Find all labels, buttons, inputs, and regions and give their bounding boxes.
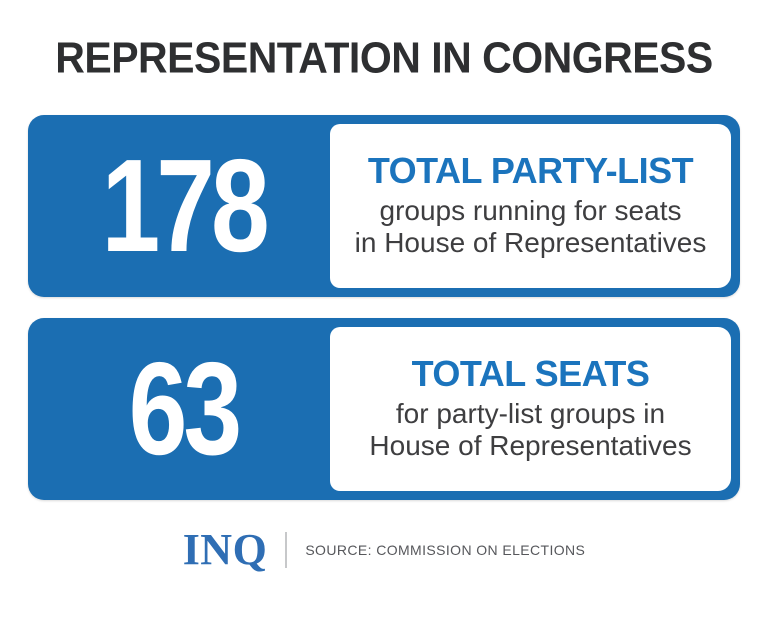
stat-card-total-seats: 63 TOTAL SEATS for party-list groups in … — [28, 318, 740, 501]
footer: INQ SOURCE: COMMISSION ON ELECTIONS — [0, 528, 768, 572]
stat-heading: TOTAL SEATS — [411, 353, 650, 395]
stat-heading: TOTAL PARTY-LIST — [367, 150, 694, 192]
stat-panel: TOTAL PARTY-LIST groups running for seat… — [330, 124, 731, 289]
stat-card-party-list: 178 TOTAL PARTY-LIST groups running for … — [28, 115, 740, 298]
footer-divider — [285, 532, 288, 569]
stat-value: 63 — [128, 335, 242, 483]
stat-cards-container: 178 TOTAL PARTY-LIST groups running for … — [28, 115, 740, 501]
stat-value: 178 — [101, 132, 269, 280]
stat-description-line2: in House of Representatives — [354, 227, 707, 259]
page-title: REPRESENTATION IN CONGRESS — [55, 32, 713, 83]
stat-description: groups running for seats in House of Rep… — [355, 195, 707, 260]
inq-logo: INQ — [182, 525, 268, 575]
stat-description-line1: groups running for seats — [379, 195, 682, 227]
stat-description-line1: for party-list groups in — [395, 398, 666, 430]
stat-description: for party-list groups in House of Repres… — [369, 398, 691, 463]
source-text: SOURCE: COMMISSION ON ELECTIONS — [305, 542, 586, 559]
stat-value-area: 63 — [37, 327, 330, 491]
stat-value-area: 178 — [37, 124, 330, 288]
stat-description-line2: House of Representatives — [369, 430, 692, 462]
stat-panel: TOTAL SEATS for party-list groups in Hou… — [330, 327, 731, 492]
